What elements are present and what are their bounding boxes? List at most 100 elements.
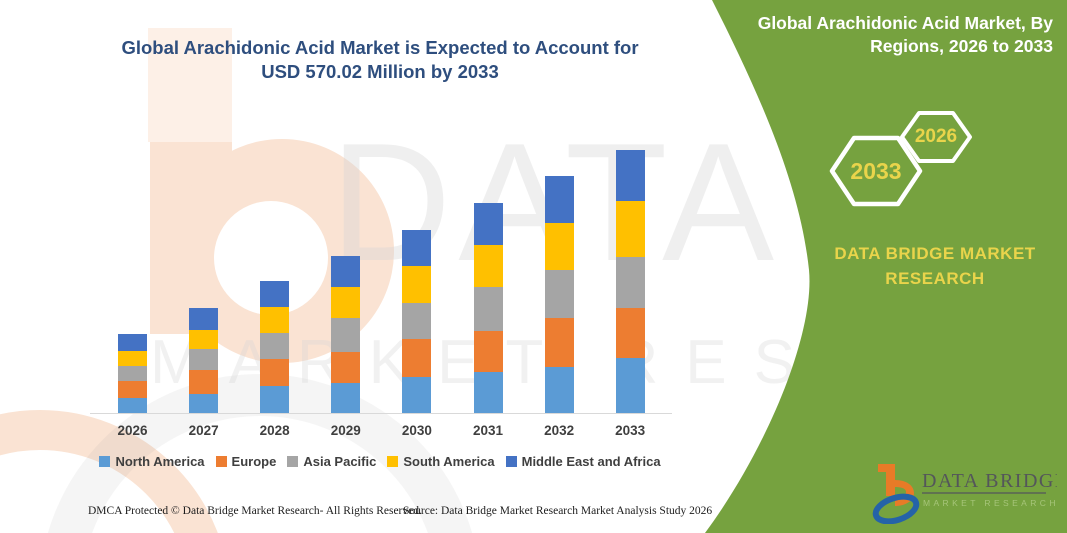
legend-item: Asia Pacific [287, 454, 376, 469]
watermark-gray-ring [47, 374, 473, 533]
brand-caption-line1: DATA BRIDGE MARKET [834, 244, 1036, 263]
x-axis-label: 2027 [188, 423, 219, 438]
x-axis-label: 2033 [615, 423, 646, 438]
legend-swatch-icon [215, 456, 227, 467]
bar-segment [118, 351, 147, 367]
bar-segment [544, 366, 574, 414]
bar-segment [473, 372, 503, 414]
legend-item: North America [99, 454, 205, 469]
legend-swatch-icon [505, 456, 517, 467]
stacked-bar-2031 [473, 203, 503, 414]
bar-segment [260, 307, 290, 333]
stacked-bar-2033 [615, 149, 645, 414]
bar-segment [402, 266, 432, 303]
bar-segment [473, 330, 503, 373]
brand-caption-line2: RESEARCH [885, 268, 985, 288]
bar-segment [260, 385, 290, 414]
bar-segment [402, 229, 432, 267]
watermark-b-bowl-hole [214, 201, 328, 315]
bar-segment [189, 370, 219, 394]
bar-segment [331, 318, 361, 352]
decor-rect [148, 28, 232, 142]
x-axis-label: 2028 [259, 423, 290, 438]
x-axis-line [90, 413, 672, 414]
chart-title: Global Arachidonic Acid Market is Expect… [121, 37, 639, 83]
bar-segment [118, 333, 147, 352]
logo-subtitle: MARKET RESEARCH [923, 498, 1057, 508]
green-shape [705, 0, 1067, 533]
legend-swatch-icon [99, 456, 111, 467]
bar-segment [189, 348, 219, 371]
bar-segment [615, 201, 645, 257]
bar-segment [331, 382, 361, 414]
bar-segment [331, 287, 361, 319]
stacked-bar-2030 [402, 229, 432, 414]
legend-swatch-icon [387, 456, 399, 467]
bar-segment [331, 351, 361, 383]
bar-segment [260, 281, 290, 308]
brand-caption: DATA BRIDGE MARKET RESEARCH [810, 242, 1060, 291]
legend-label: Middle East and Africa [521, 454, 661, 469]
source-note: Source: Data Bridge Market Research Mark… [403, 505, 713, 517]
stacked-bar-2029 [331, 256, 361, 414]
hexagon-year-2033: 2033 [850, 158, 902, 184]
x-axis-label: 2032 [544, 423, 575, 438]
legend-label: Europe [231, 454, 277, 469]
x-axis-labels: 2026 2027 2028 2029 2030 2031 2032 2033 [88, 423, 672, 441]
legend-swatch-icon [287, 456, 299, 467]
stacked-bar-2032 [544, 175, 574, 414]
bar-segment [331, 256, 361, 288]
bar-segment [118, 366, 147, 382]
watermark-swoosh-arc [0, 410, 218, 533]
hexagon-year-2026: 2026 [914, 126, 958, 147]
data-bridge-logo: DATA BRIDGE MARKET RESEARCH [872, 464, 1057, 524]
x-axis-label: 2030 [401, 423, 432, 438]
plot-area [88, 149, 672, 414]
bar-segment [473, 287, 503, 331]
legend-item: Europe [215, 454, 277, 469]
bar-segment [402, 339, 432, 378]
side-panel-title-line2: Regions, 2026 to 2033 [870, 35, 1053, 56]
stacked-bar-2027 [189, 307, 219, 414]
bar-segment [615, 256, 645, 308]
legend-label: North America [115, 454, 205, 469]
side-panel-title: Global Arachidonic Acid Market, By Regio… [723, 12, 1053, 58]
bar-segment [189, 393, 219, 414]
bar-segment [615, 307, 645, 359]
bar-segment [473, 203, 503, 245]
bar-segment [260, 359, 290, 386]
legend-label: South America [403, 454, 495, 469]
bar-segment [544, 318, 574, 367]
side-panel-title-line1: Global Arachidonic Acid Market, By [757, 13, 1053, 33]
bar-segment [118, 381, 147, 399]
bar-segment [402, 377, 432, 414]
hexagon-2026-icon [900, 111, 972, 163]
bar-segment [189, 329, 219, 349]
x-axis-label: 2026 [117, 423, 148, 438]
bar-segment [402, 303, 432, 340]
legend-item: South America [387, 454, 495, 469]
x-axis-label: 2031 [472, 423, 504, 438]
bar-segment [615, 149, 645, 202]
chart-legend: North America Europe Asia Pacific South Ame… [84, 454, 676, 469]
legend-label: Asia Pacific [303, 454, 377, 469]
bar-segment [189, 307, 219, 330]
stacked-bar-2026 [118, 333, 147, 414]
dmca-notice: DMCA Protected © Data Bridge Market Rese… [88, 505, 422, 517]
logo-b-icon [872, 464, 920, 524]
bar-segment [473, 244, 503, 288]
logo-title: DATA BRIDGE [922, 470, 1057, 492]
bar-segment [544, 269, 574, 319]
bar-segment [118, 398, 147, 414]
company-logo: DATA BRIDGE MARKET RESEARCH [872, 460, 1057, 524]
hexagon-2033-icon [829, 135, 923, 207]
bar-segment [544, 223, 574, 270]
hexagon-badges [829, 111, 972, 207]
x-axis-label: 2029 [330, 423, 361, 438]
bar-segment [260, 333, 290, 360]
bar-segment [544, 175, 574, 224]
stacked-bar-2028 [260, 281, 290, 414]
